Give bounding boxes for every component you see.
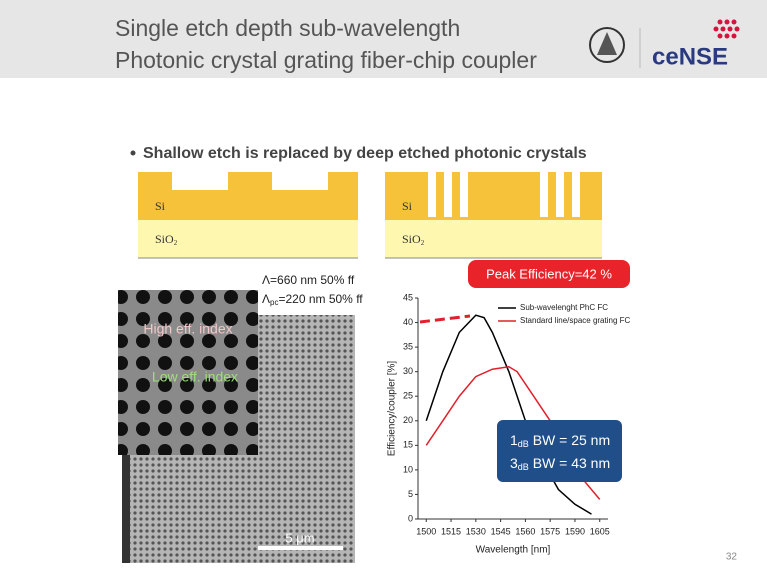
x-tick-label: 1605 [590,526,610,536]
y-tick-label: 40 [403,317,413,327]
slide: Single etch depth sub-wavelength Photoni… [0,0,767,574]
x-tick-label: 1575 [540,526,560,536]
sem-edge [122,455,130,563]
y-tick-label: 0 [408,513,413,523]
x-axis-label: Wavelength [nm] [476,545,551,556]
series-line [426,315,591,514]
x-tick-label: 1515 [441,526,461,536]
si-label: Si [402,199,413,213]
legend-label: Sub-wavelenght PhC FC [520,303,608,312]
logo-text: ceNSE [652,43,728,70]
y-tick-label: 15 [403,440,413,450]
y-tick-label: 5 [408,489,413,499]
title-line: Single etch depth sub-wavelength [115,15,460,41]
low-index-label: Low eff. index [152,369,238,385]
y-tick-label: 35 [403,341,413,351]
legend-label: Standard line/space grating FC [520,316,631,325]
peak-pointer [420,316,470,322]
y-tick-label: 25 [403,391,413,401]
y-tick-label: 20 [403,415,413,425]
period-label: Λ=660 nm 50% ff [262,273,355,287]
x-tick-label: 1545 [491,526,511,536]
y-tick-label: 30 [403,366,413,376]
high-index-label: High eff. index [143,321,232,337]
x-tick-label: 1560 [515,526,535,536]
y-axis-label: Efficiency/coupler [%] [387,361,398,457]
y-tick-label: 45 [403,292,413,302]
pc-period-label: Λpc=220 nm 50% ff [262,292,363,307]
page: { "header": {"title_lines": ["Single etc… [0,0,767,574]
bandwidth-box [497,420,622,482]
x-tick-label: 1530 [466,526,486,536]
bullet-text: Shallow etch is replaced by deep etched … [143,145,587,162]
title-line: Photonic crystal grating fiber-chip coup… [115,47,537,73]
x-tick-label: 1590 [565,526,585,536]
scale-label: 5 μm [285,530,314,545]
x-tick-label: 1500 [416,526,436,536]
y-tick-label: 10 [403,464,413,474]
si-label: Si [155,199,166,213]
page-number: 32 [726,552,738,563]
peak-text: Peak Efficiency=42 % [486,266,612,281]
bullet-dot [131,151,136,156]
